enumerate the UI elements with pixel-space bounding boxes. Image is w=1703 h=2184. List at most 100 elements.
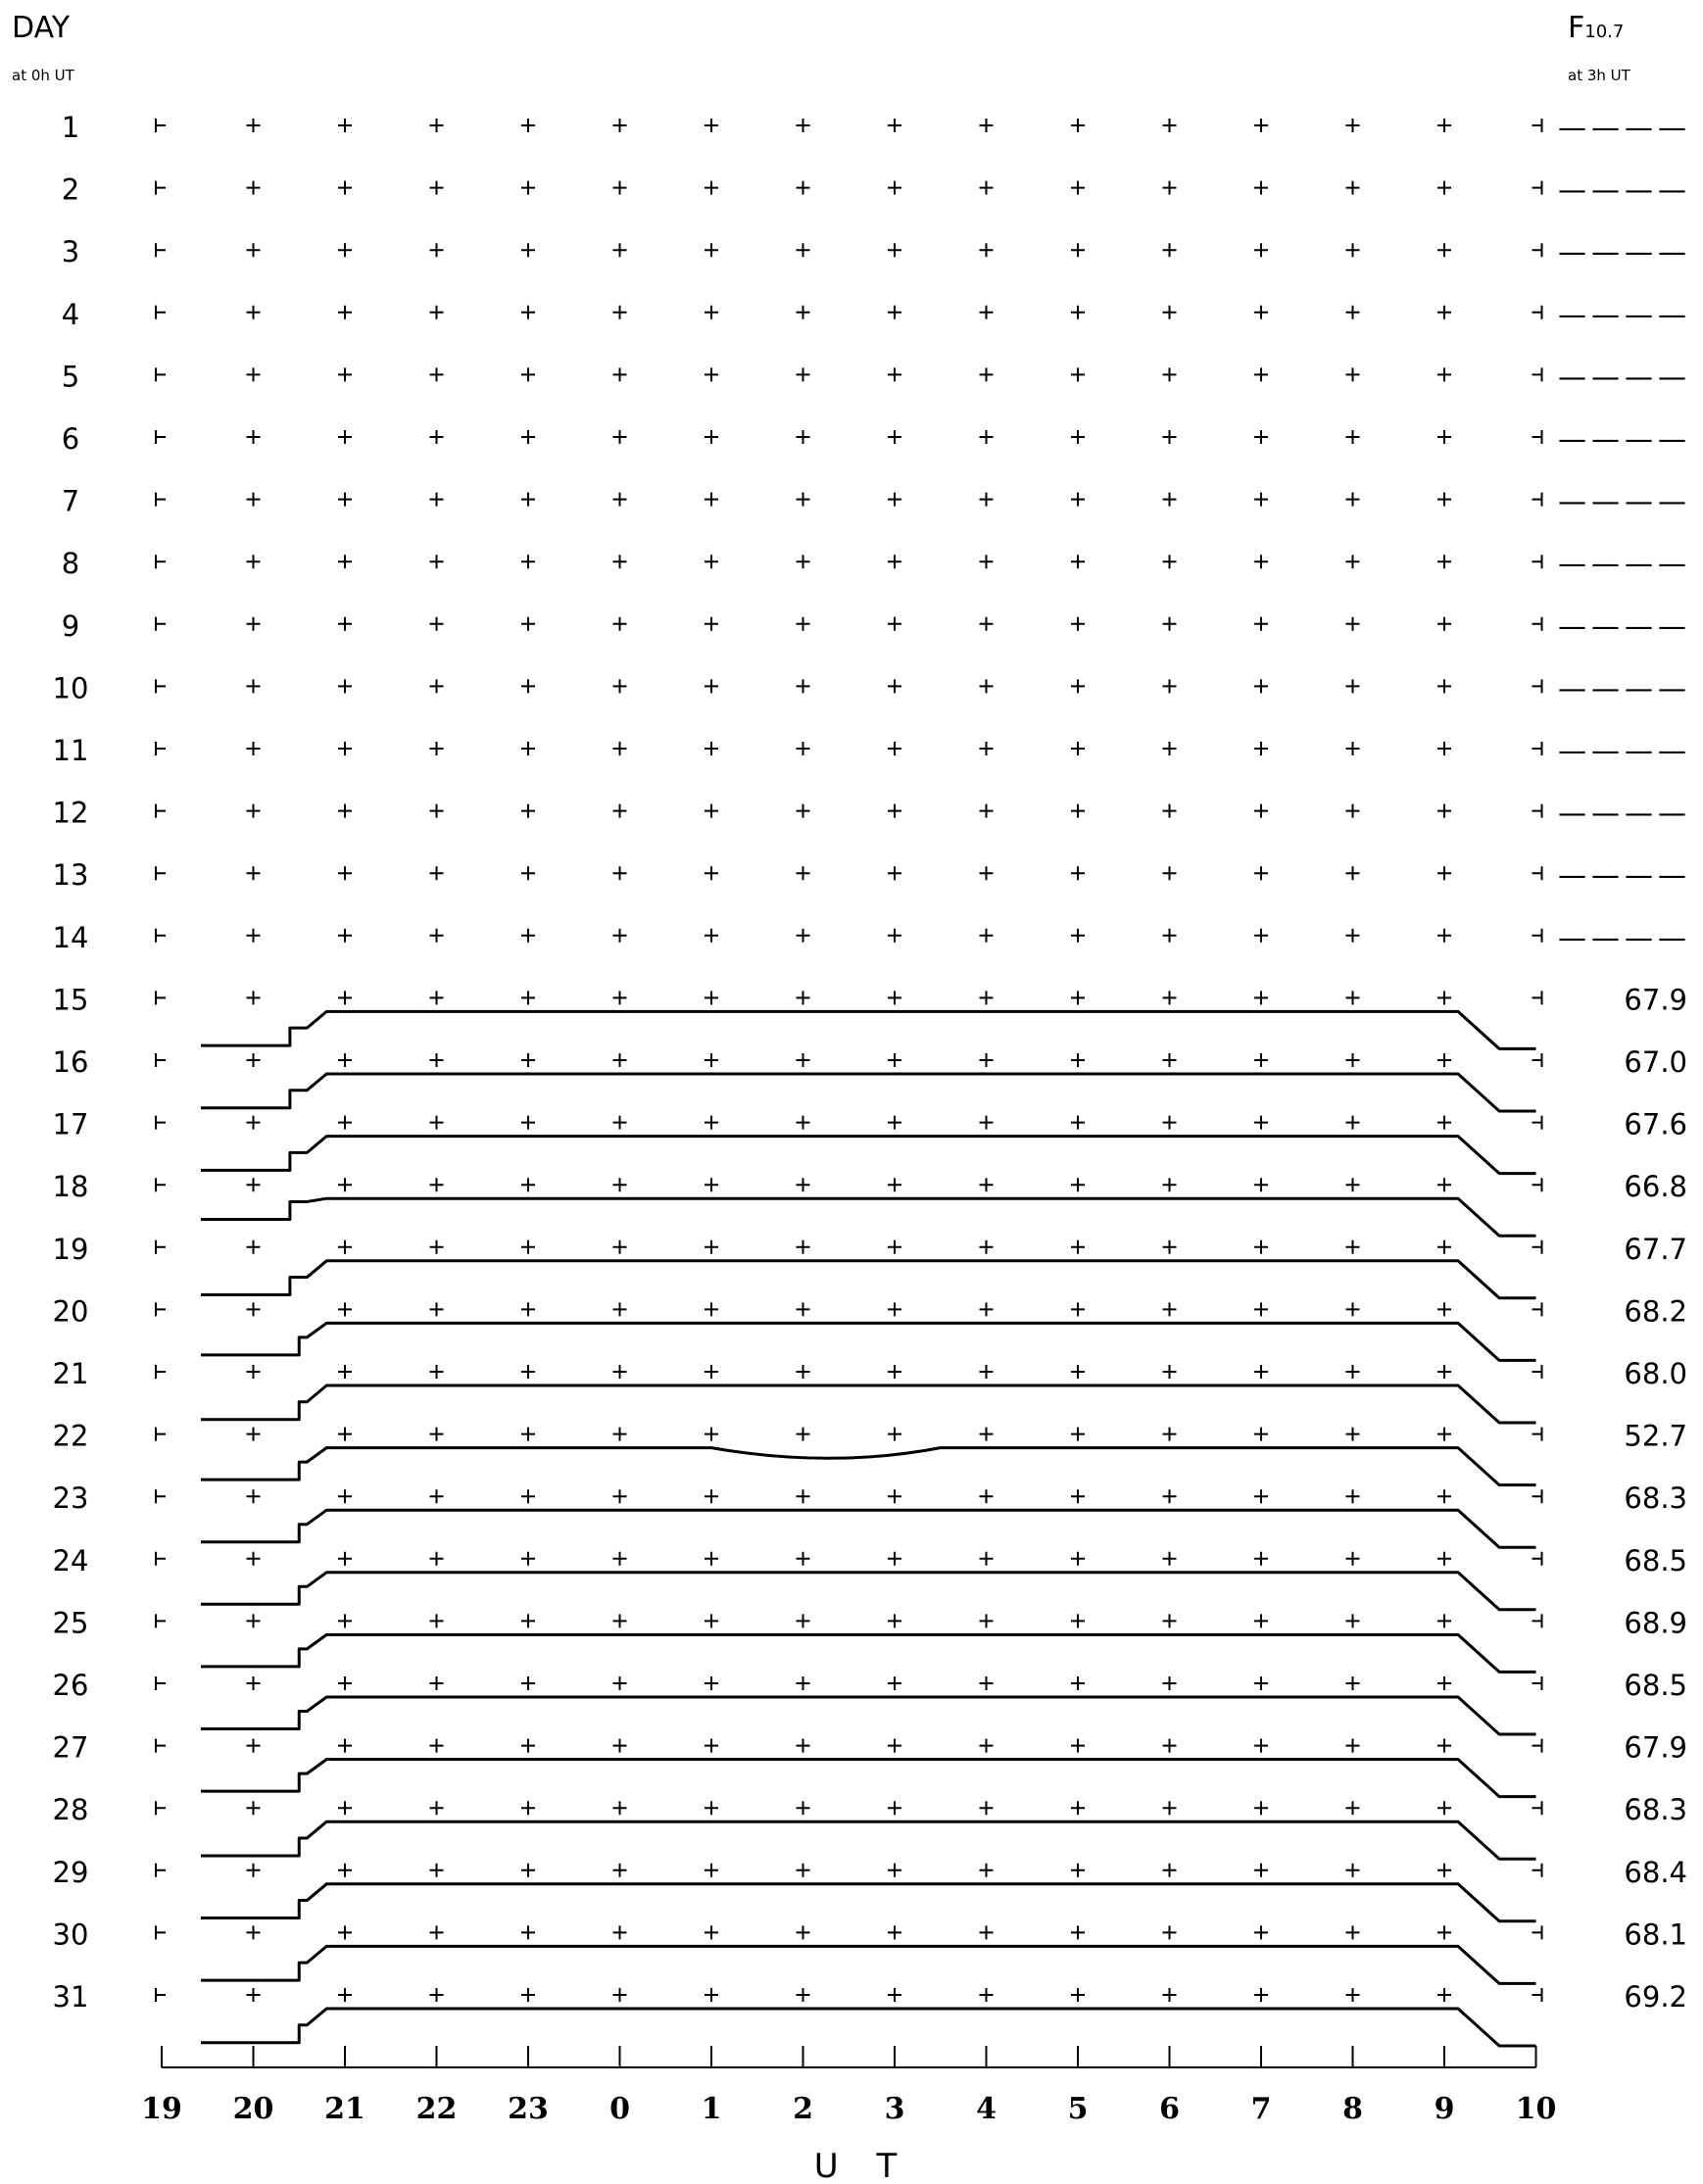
grid-marker [155,1676,166,1690]
day-rows: 1 ———— 2 ———— 3 ———— 4 ———— 5 ———— 6 ———— 7 ———— 8 ————… [53,111,1691,2014]
f107-value: 52.7 [1624,1420,1687,1453]
grid-marker [338,1801,352,1816]
grid-marker [429,1863,444,1877]
grid-marker [155,803,166,818]
grid-marker [1345,679,1360,694]
grid-marker [1162,180,1177,195]
grid-marker [1345,1925,1360,1940]
grid-marker [1071,180,1085,195]
grid-marker [338,928,352,943]
grid-marker [1071,803,1085,818]
grid-marker [1162,305,1177,319]
grid-marker [1345,803,1360,818]
grid-marker [521,679,535,694]
grid-marker [1162,1053,1177,1067]
grid-marker [612,866,627,881]
grid-marker [796,555,810,569]
f107-value: 68.1 [1624,1917,1687,1951]
grid-marker [1345,1178,1360,1192]
grid-marker [1071,928,1085,943]
grid-marker [429,243,444,258]
grid-marker [1162,1115,1177,1130]
grid-marker [1437,1427,1451,1441]
grid-marker [888,1551,901,1566]
grid-marker [1162,1801,1177,1816]
grid-marker [888,928,901,943]
grid-marker [1254,119,1268,132]
grid-marker [979,430,994,444]
grid-marker [1071,1676,1085,1690]
grid-marker [979,1614,994,1628]
grid-marker [888,991,901,1005]
grid-marker [1345,1738,1360,1753]
grid-marker [1162,1988,1177,2002]
day-label: 27 [53,1731,89,1765]
grid-marker [979,1365,994,1379]
grid-marker [429,1053,444,1067]
grid-marker [338,1489,352,1504]
grid-marker [155,616,166,631]
grid-marker [612,492,627,507]
grid-marker [705,1925,718,1940]
grid-marker [429,1239,444,1254]
grid-marker [429,1925,444,1940]
day-label: 29 [53,1856,89,1889]
grid-marker [888,1863,901,1877]
grid-marker [521,1676,535,1690]
grid-marker [705,866,718,881]
grid-marker [888,866,901,881]
day-trace [201,2007,1536,2048]
x-tick-label: 0 [609,2092,630,2126]
grid-marker [246,1863,261,1877]
day-label: 10 [53,671,89,704]
grid-marker [338,742,352,755]
f107-value: ———— [1558,298,1691,331]
grid-marker [979,1988,994,2002]
grid-marker [1532,367,1543,382]
grid-marker [796,803,810,818]
grid-marker [521,492,535,507]
grid-marker [888,180,901,195]
grid-marker [246,1551,261,1566]
x-tick-label: 23 [508,2092,549,2126]
grid-marker [1437,180,1451,195]
grid-marker [888,1053,901,1067]
grid-marker [521,803,535,818]
grid-marker [1437,1863,1451,1877]
day-label: 4 [62,298,79,331]
grid-marker [1071,1178,1085,1192]
grid-marker [705,616,718,631]
grid-marker [612,1925,627,1940]
grid-marker [246,367,261,382]
day-trace [201,1632,1536,1674]
f107-header: F10.7 [1568,11,1624,45]
grid-marker [1254,1863,1268,1877]
grid-marker [1345,1115,1360,1130]
grid-marker [705,742,718,755]
grid-marker [246,1427,261,1441]
grid-marker [979,679,994,694]
grid-marker [521,1053,535,1067]
grid-marker [338,430,352,444]
grid-marker [1437,1053,1451,1067]
f107-value: 68.9 [1624,1606,1687,1639]
grid-marker [705,803,718,818]
grid-marker [612,1178,627,1192]
grid-marker [705,180,718,195]
grid-marker [612,305,627,319]
grid-marker [155,367,166,382]
grid-marker [429,1302,444,1317]
grid-marker [979,616,994,631]
grid-marker [705,119,718,132]
grid-marker [521,1925,535,1940]
grid-marker [1437,1801,1451,1816]
grid-marker [155,1863,166,1877]
grid-marker [612,180,627,195]
grid-marker [429,1178,444,1192]
grid-marker [1162,1551,1177,1566]
grid-marker [705,1551,718,1566]
grid-marker [979,1302,994,1317]
day-label: 9 [62,609,79,643]
grid-marker [888,555,901,569]
grid-marker [1345,1614,1360,1628]
